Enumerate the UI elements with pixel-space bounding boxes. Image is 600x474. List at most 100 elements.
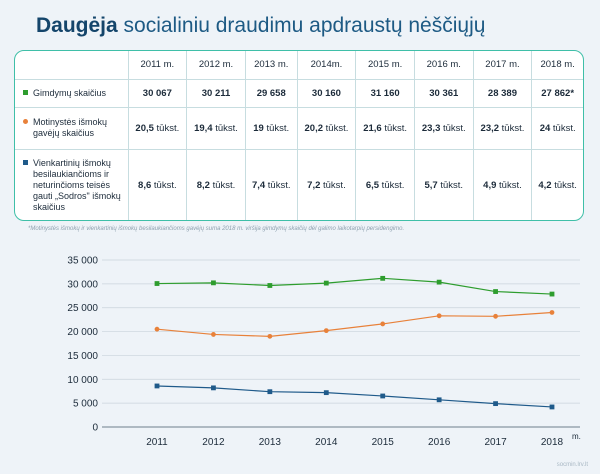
cell-number: 29 658 — [256, 87, 286, 99]
data-point — [211, 280, 216, 286]
cell-unit: tūkst. — [323, 122, 349, 134]
cell-number: 23,2 — [480, 122, 500, 134]
data-point — [154, 326, 160, 332]
row-label: Gimdymų skaičius — [15, 78, 129, 108]
table-cell: 30 067 — [127, 78, 188, 108]
data-point — [380, 275, 386, 281]
cell-number: 7,2 — [307, 180, 321, 192]
cell-number: 4,2 — [538, 180, 552, 192]
x-tick-label: 2011 — [146, 437, 168, 448]
year-header: 2014m. — [296, 51, 357, 80]
cell-number: 19 — [253, 122, 264, 134]
table-cell: 27 862* — [531, 78, 583, 108]
year-header: 2012 m. — [186, 51, 246, 80]
cell-number: 20,5 — [135, 122, 154, 134]
table-cell: 30 160 — [296, 78, 357, 108]
data-point — [436, 279, 442, 285]
x-tick-label: 2017 — [484, 437, 507, 448]
table-cell: 31 160 — [355, 78, 415, 108]
table-cell: 20,2 tūkst. — [296, 106, 357, 150]
table-cell: 28 389 — [472, 78, 533, 108]
table-cell: 7,2 tūkst. — [296, 148, 357, 220]
cell-unit: tūkst. — [381, 122, 408, 134]
cell-unit: tūkst. — [496, 180, 522, 192]
data-table: 2011 m. 2012 m. 2013 m. 2014m. 2015 m. 2016 m… — [14, 50, 584, 221]
table-cell: 23,2 tūkst. — [472, 106, 533, 150]
cell-number: 8,2 — [196, 180, 210, 192]
data-point — [154, 383, 160, 389]
line-chart: 0 5 000 10 000 15 000 20 000 25 000 30 000 35 0… — [67, 256, 580, 449]
table-cell: 4,9 tūkst. — [472, 148, 533, 220]
y-tick-label: 5 000 — [73, 399, 98, 410]
table-cell: 8,2 tūkst. — [186, 148, 246, 220]
data-point — [549, 310, 555, 315]
data-point — [493, 401, 498, 407]
data-point — [549, 404, 555, 410]
data-point — [436, 313, 442, 319]
cell-unit: tūkst. — [212, 122, 238, 134]
row-label-text: Vienkartinių išmokų besilaukiančioms ir … — [33, 158, 121, 213]
header-corner — [15, 51, 129, 80]
row-label: Vienkartinių išmokų besilaukiančioms ir … — [15, 148, 129, 220]
table-header-row: 2011 m. 2012 m. 2013 m. 2014m. 2015 m. 2016 m… — [15, 51, 583, 80]
source-credit: socmin.lrv.lt — [556, 462, 588, 468]
cell-number: 27 862* — [541, 87, 575, 99]
table-row: Vienkartinių išmokų besilaukiančioms ir … — [15, 148, 583, 220]
table-cell: 19,4 tūkst. — [186, 106, 246, 150]
cell-number: 30 211 — [201, 87, 231, 99]
data-point — [493, 289, 498, 294]
row-label: Motinystės išmokų gavėjų skaičius — [15, 106, 129, 150]
cell-number: 5,7 — [424, 180, 438, 192]
year-header: 2011 m. — [127, 51, 188, 80]
cell-number: 30 160 — [311, 87, 341, 99]
cell-unit: tūkst. — [551, 180, 577, 192]
year-header: 2016 m. — [413, 51, 474, 80]
y-tick-label: 0 — [92, 423, 98, 434]
data-point — [323, 390, 329, 396]
cell-unit: tūkst. — [320, 180, 346, 192]
cell-number: 24 — [539, 122, 551, 134]
table-cell: 29 658 — [244, 78, 298, 108]
title-bold: Daugėja — [36, 14, 118, 37]
table-cell: 24 tūkst. — [531, 106, 583, 150]
circle-marker-icon — [23, 119, 28, 124]
y-tick-label: 20 000 — [67, 327, 98, 338]
cell-unit: tūkst. — [209, 180, 236, 192]
cell-unit: tūkst. — [499, 122, 525, 134]
table-cell: 21,6 tūkst. — [355, 106, 415, 150]
cell-unit: tūkst. — [153, 122, 180, 134]
y-tick-label: 35 000 — [67, 256, 98, 267]
cell-unit: tūkst. — [550, 122, 576, 134]
data-point — [267, 333, 273, 339]
data-point — [493, 313, 498, 319]
cell-number: 7,4 — [251, 180, 266, 192]
cell-number: 4,9 — [483, 180, 497, 192]
cell-number: 8,6 — [138, 180, 152, 192]
year-header: 2015 m. — [355, 51, 415, 80]
table-cell: 23,3 tūkst. — [413, 106, 474, 150]
table-cell: 6,5 tūkst. — [355, 148, 415, 220]
cell-number: 6,5 — [365, 180, 380, 192]
row-label-text: Gimdymų skaičius — [33, 87, 107, 98]
year-header: 2018 m. — [531, 51, 583, 80]
series-line-maternity — [156, 311, 553, 337]
data-point — [211, 332, 216, 337]
title-rest: socialiniu draudimu apdraustų nėščiųjų — [117, 14, 486, 37]
series-line-births — [156, 277, 553, 295]
cell-unit: tūkst. — [379, 180, 405, 192]
y-tick-label: 10 000 — [67, 375, 98, 386]
table-cell: 20,5 tūkst. — [127, 106, 188, 150]
data-point — [154, 281, 160, 286]
cell-number: 28 389 — [487, 87, 517, 99]
x-tick-label: 2018 — [541, 437, 564, 448]
x-tick-label: 2016 — [428, 437, 451, 448]
cell-unit: tūkst. — [265, 180, 291, 192]
footnote: *Motinystės išmokų ir vienkartinių išmok… — [28, 226, 405, 232]
square-marker-icon — [23, 89, 28, 95]
x-tick-label: 2013 — [259, 437, 282, 448]
data-point — [380, 393, 386, 399]
table-cell: 30 361 — [413, 78, 474, 108]
series-line-lumpsum — [156, 385, 553, 408]
cell-unit: tūkst. — [440, 122, 466, 134]
row-label-text: Motinystės išmokų gavėjų skaičius — [33, 117, 108, 138]
